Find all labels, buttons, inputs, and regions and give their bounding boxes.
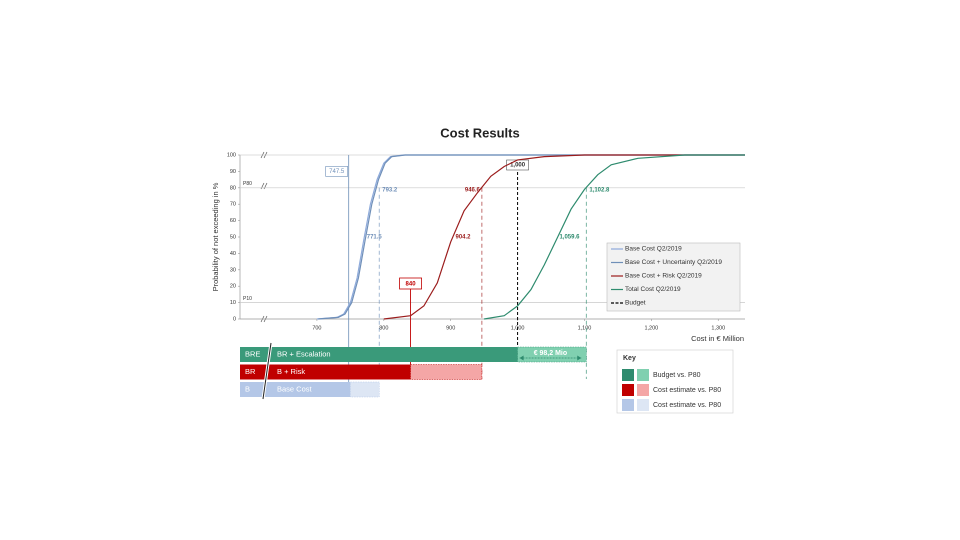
key-label: Cost estimate vs. P80	[653, 387, 721, 394]
key-swatch	[637, 399, 649, 411]
annotation: 771.5	[367, 235, 383, 241]
x-axis-label: Cost in € Million	[691, 334, 744, 343]
bar-code: BR	[245, 367, 256, 376]
legend-label: Total Cost Q2/2019	[625, 286, 681, 293]
key-label: Budget vs. P80	[653, 372, 701, 379]
bar	[268, 364, 411, 380]
y-tick-label: 30	[230, 267, 236, 273]
annotation: 747.5	[329, 169, 345, 175]
x-tick-label: 900	[446, 325, 455, 331]
y-tick-label: 100	[227, 152, 236, 158]
bar-code-cell	[240, 364, 268, 380]
marker-label: 840	[406, 282, 417, 288]
bar-extension	[410, 364, 483, 380]
annotation: 904.2	[456, 235, 472, 241]
x-tick-label: 1,300	[711, 325, 725, 331]
x-tick-label: 700	[312, 325, 321, 331]
y-tick-label: 40	[230, 251, 236, 257]
y-tick-label: 0	[233, 316, 236, 322]
series-line	[484, 154, 745, 320]
annotation: 793.2	[382, 187, 398, 193]
y-tick-label: 20	[230, 284, 236, 290]
y-tick-label: 90	[230, 169, 236, 175]
key-swatch	[637, 369, 649, 381]
marker-box	[399, 277, 422, 290]
bar-label: BR + Escalation	[277, 349, 331, 358]
bar-label: B + Risk	[277, 367, 305, 376]
annotation-box	[325, 166, 348, 177]
bar-label: Base Cost	[277, 384, 313, 393]
legend-box	[606, 242, 741, 312]
annotation: 1,059.6	[559, 235, 580, 241]
bar-extension	[350, 381, 380, 398]
bar	[268, 347, 518, 362]
legend-label: Base Cost + Uncertainty Q2/2019	[625, 259, 722, 266]
key-swatch	[622, 369, 634, 381]
annotation: 946.6	[465, 187, 481, 193]
legend-label: Base Cost + Risk Q2/2019	[625, 273, 702, 280]
budget-label: 1,000	[510, 163, 526, 169]
key-label: Cost estimate vs. P80	[653, 402, 721, 409]
chart-title: Cost Results	[440, 125, 519, 140]
percentile-label: P80	[243, 181, 252, 187]
x-tick-label: 1,200	[644, 325, 658, 331]
bar-code-cell	[240, 382, 268, 397]
key-swatch	[622, 399, 634, 411]
legend-label: Base Cost Q2/2019	[625, 246, 682, 253]
x-tick-label: 1,100	[578, 325, 592, 331]
y-tick-label: 50	[230, 234, 236, 240]
bar-code: BRE	[245, 349, 260, 358]
bar-code-cell	[240, 347, 268, 362]
annotation: 1,102.8	[589, 187, 610, 193]
y-axis-label: Probability of not exceeding in %	[211, 182, 220, 291]
percentile-label: P10	[243, 296, 252, 302]
legend-label: Budget	[625, 300, 646, 307]
y-tick-label: 60	[230, 218, 236, 224]
series-line	[318, 154, 745, 320]
key-swatch	[622, 384, 634, 396]
bar	[268, 382, 351, 397]
x-tick-label: 800	[379, 325, 388, 331]
key-box	[616, 349, 734, 414]
axis-break	[260, 151, 268, 323]
y-tick-label: 70	[230, 202, 236, 208]
key-swatch	[637, 384, 649, 396]
bar-code: B	[245, 384, 250, 393]
delta-label: € 98,2 Mio	[534, 350, 567, 357]
bar-separator	[262, 342, 272, 400]
series-line	[383, 154, 745, 320]
y-tick-label: 10	[230, 300, 236, 306]
key-title: Key	[623, 355, 636, 362]
y-tick-label: 80	[230, 185, 236, 191]
